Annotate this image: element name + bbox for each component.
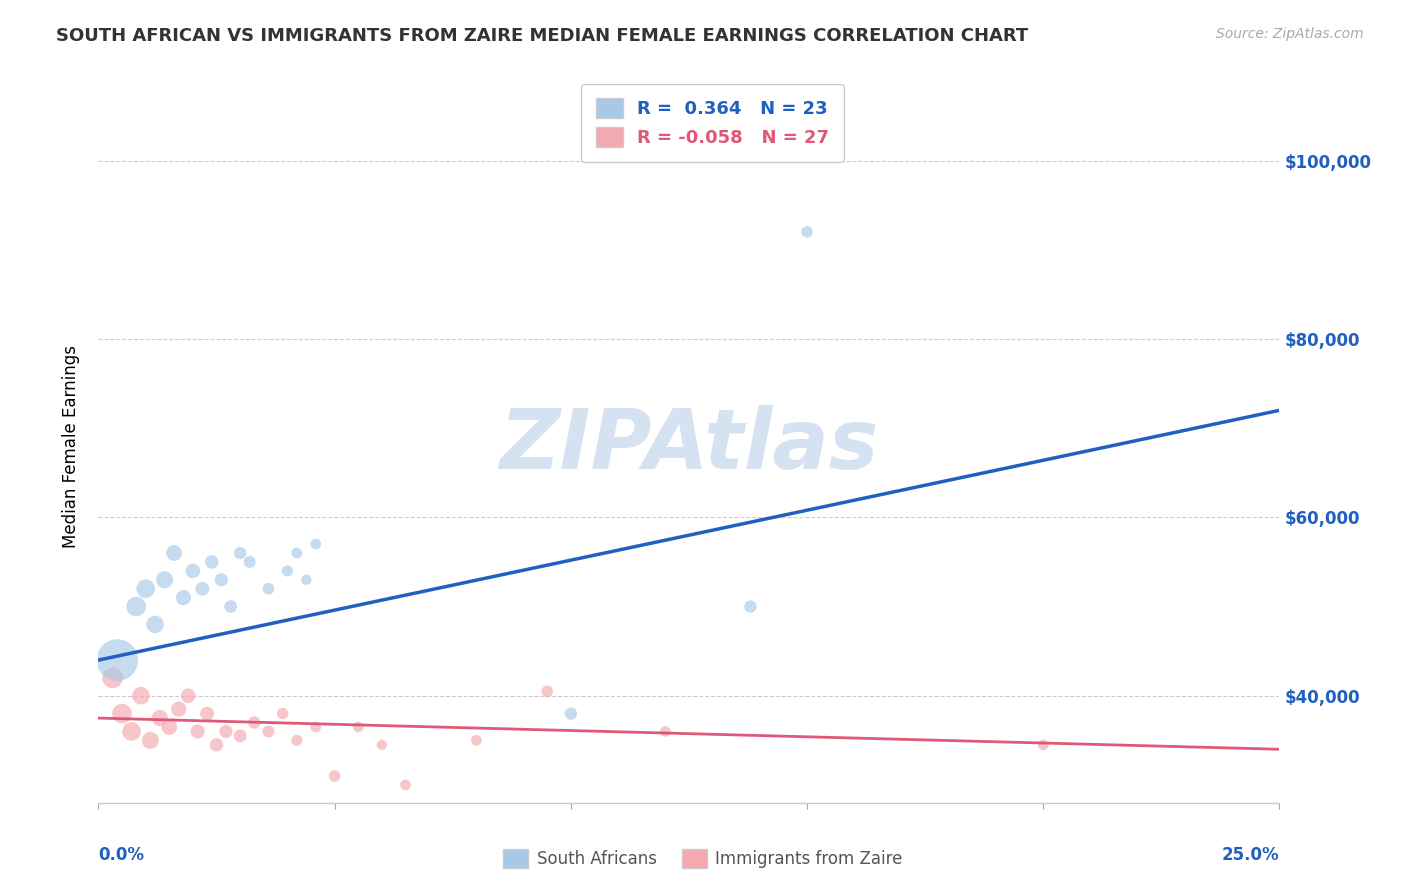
Text: Source: ZipAtlas.com: Source: ZipAtlas.com	[1216, 27, 1364, 41]
Point	[371, 738, 394, 752]
Point	[101, 671, 124, 685]
Point	[181, 564, 204, 578]
Point	[111, 706, 134, 721]
Point	[219, 599, 242, 614]
Point	[394, 778, 416, 792]
Point	[125, 599, 148, 614]
Point	[209, 573, 232, 587]
Point	[215, 724, 238, 739]
Point	[295, 573, 318, 587]
Text: 0.0%: 0.0%	[98, 846, 145, 863]
Point	[285, 546, 308, 560]
Point	[153, 573, 176, 587]
Point	[129, 689, 152, 703]
Point	[239, 555, 262, 569]
Point	[135, 582, 157, 596]
Point	[172, 591, 194, 605]
Point	[323, 769, 346, 783]
Point	[465, 733, 488, 747]
Point	[285, 733, 308, 747]
Point	[257, 724, 280, 739]
Point	[257, 582, 280, 596]
Point	[143, 617, 166, 632]
Point	[163, 546, 186, 560]
Point	[654, 724, 676, 739]
Point	[271, 706, 294, 721]
Legend: South Africans, Immigrants from Zaire: South Africans, Immigrants from Zaire	[496, 843, 910, 875]
Point	[276, 564, 298, 578]
Point	[305, 537, 328, 551]
Point	[191, 582, 214, 596]
Point	[560, 706, 582, 721]
Point	[305, 720, 328, 734]
Point	[229, 546, 252, 560]
Point	[201, 555, 224, 569]
Text: SOUTH AFRICAN VS IMMIGRANTS FROM ZAIRE MEDIAN FEMALE EARNINGS CORRELATION CHART: SOUTH AFRICAN VS IMMIGRANTS FROM ZAIRE M…	[56, 27, 1029, 45]
Point	[157, 720, 180, 734]
Point	[740, 599, 762, 614]
Y-axis label: Median Female Earnings: Median Female Earnings	[62, 344, 80, 548]
Text: ZIPAtlas: ZIPAtlas	[499, 406, 879, 486]
Point	[796, 225, 818, 239]
Point	[177, 689, 200, 703]
Point	[347, 720, 370, 734]
Point	[105, 653, 128, 667]
Point	[121, 724, 143, 739]
Legend: R =  0.364   N = 23, R = -0.058   N = 27: R = 0.364 N = 23, R = -0.058 N = 27	[581, 84, 844, 161]
Point	[187, 724, 209, 739]
Point	[149, 711, 172, 725]
Point	[195, 706, 218, 721]
Point	[167, 702, 190, 716]
Text: 25.0%: 25.0%	[1222, 846, 1279, 863]
Point	[536, 684, 558, 698]
Point	[243, 715, 266, 730]
Point	[205, 738, 228, 752]
Point	[229, 729, 252, 743]
Point	[1032, 738, 1054, 752]
Point	[139, 733, 162, 747]
